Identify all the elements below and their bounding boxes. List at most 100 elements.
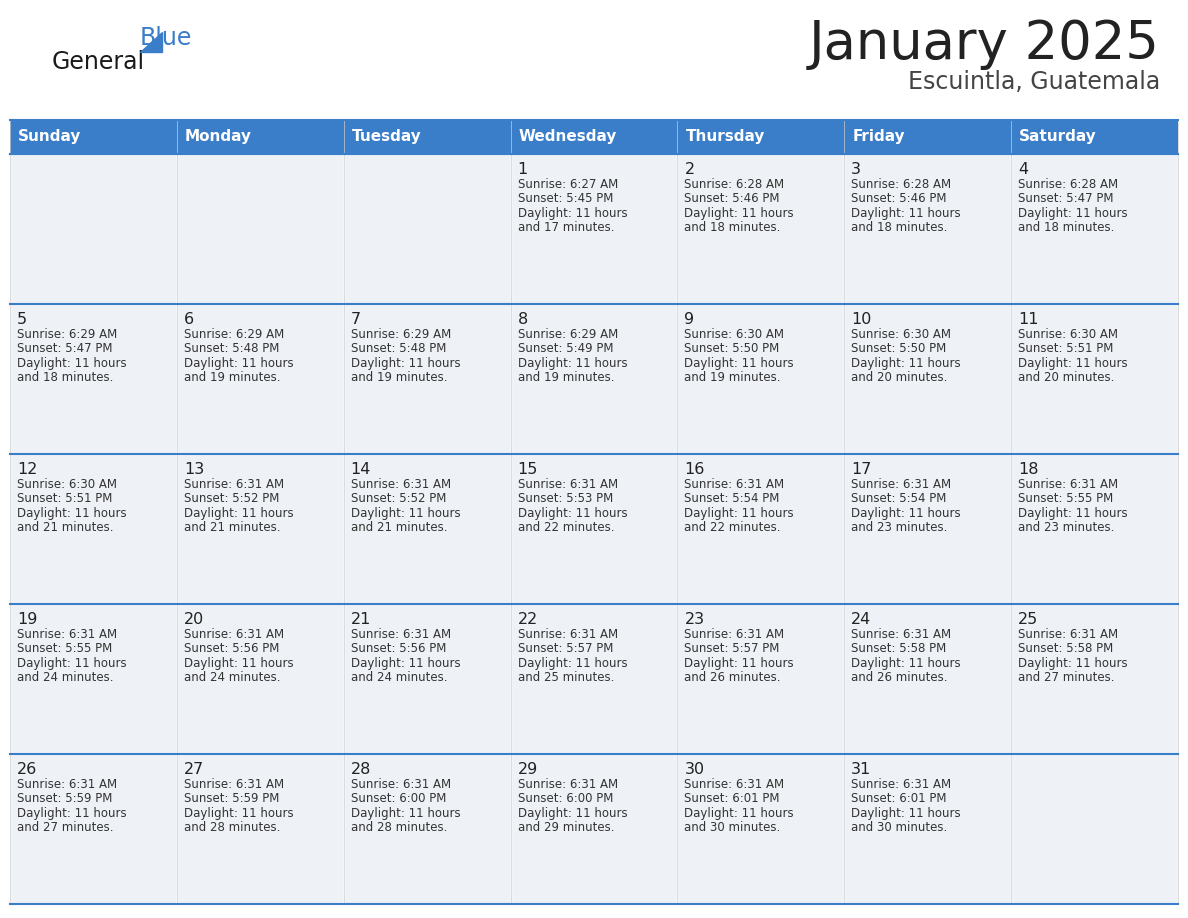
Text: 22: 22: [518, 612, 538, 627]
Text: Daylight: 11 hours: Daylight: 11 hours: [1018, 207, 1127, 219]
Text: Sunrise: 6:30 AM: Sunrise: 6:30 AM: [17, 477, 116, 490]
Bar: [845, 754, 1011, 904]
Bar: [343, 154, 511, 304]
Text: Sunset: 5:59 PM: Sunset: 5:59 PM: [184, 792, 279, 805]
Text: Sunset: 6:01 PM: Sunset: 6:01 PM: [852, 792, 947, 805]
Text: 24: 24: [852, 612, 872, 627]
Text: Saturday: Saturday: [1019, 129, 1097, 144]
Bar: [511, 304, 677, 454]
Text: and 18 minutes.: and 18 minutes.: [852, 221, 948, 234]
Text: and 26 minutes.: and 26 minutes.: [684, 671, 781, 684]
Text: January 2025: January 2025: [809, 18, 1159, 70]
Text: Sunrise: 6:31 AM: Sunrise: 6:31 AM: [518, 477, 618, 490]
Bar: [845, 120, 1011, 154]
Text: 1: 1: [518, 162, 527, 177]
Text: Sunset: 5:46 PM: Sunset: 5:46 PM: [684, 192, 781, 205]
Bar: [10, 304, 177, 454]
Text: Daylight: 11 hours: Daylight: 11 hours: [350, 356, 460, 370]
Text: Daylight: 11 hours: Daylight: 11 hours: [17, 807, 127, 820]
Text: Daylight: 11 hours: Daylight: 11 hours: [350, 807, 460, 820]
Text: 16: 16: [684, 462, 704, 477]
Text: Daylight: 11 hours: Daylight: 11 hours: [852, 356, 961, 370]
Bar: [677, 304, 845, 454]
Text: Sunset: 5:51 PM: Sunset: 5:51 PM: [17, 492, 113, 505]
Text: Daylight: 11 hours: Daylight: 11 hours: [184, 656, 293, 669]
Text: Sunrise: 6:31 AM: Sunrise: 6:31 AM: [518, 628, 618, 641]
Text: Sunrise: 6:31 AM: Sunrise: 6:31 AM: [852, 778, 952, 790]
Text: Daylight: 11 hours: Daylight: 11 hours: [350, 507, 460, 520]
Text: Sunrise: 6:31 AM: Sunrise: 6:31 AM: [350, 628, 450, 641]
Text: and 27 minutes.: and 27 minutes.: [17, 821, 114, 834]
Text: Sunset: 5:50 PM: Sunset: 5:50 PM: [684, 342, 779, 355]
Text: and 24 minutes.: and 24 minutes.: [184, 671, 280, 684]
Text: Sunset: 5:47 PM: Sunset: 5:47 PM: [1018, 192, 1113, 205]
Text: Daylight: 11 hours: Daylight: 11 hours: [684, 207, 794, 219]
Text: and 28 minutes.: and 28 minutes.: [184, 821, 280, 834]
Text: Sunrise: 6:30 AM: Sunrise: 6:30 AM: [684, 328, 784, 341]
Bar: [1011, 120, 1178, 154]
Text: 18: 18: [1018, 462, 1038, 477]
Text: Thursday: Thursday: [685, 129, 765, 144]
Bar: [511, 120, 677, 154]
Text: Daylight: 11 hours: Daylight: 11 hours: [1018, 356, 1127, 370]
Text: and 20 minutes.: and 20 minutes.: [852, 371, 948, 384]
Text: Sunset: 5:55 PM: Sunset: 5:55 PM: [17, 642, 112, 655]
Text: and 27 minutes.: and 27 minutes.: [1018, 671, 1114, 684]
Text: Daylight: 11 hours: Daylight: 11 hours: [684, 507, 794, 520]
Text: and 21 minutes.: and 21 minutes.: [350, 521, 447, 534]
Text: and 23 minutes.: and 23 minutes.: [1018, 521, 1114, 534]
Text: Sunrise: 6:29 AM: Sunrise: 6:29 AM: [518, 328, 618, 341]
Text: Sunrise: 6:31 AM: Sunrise: 6:31 AM: [518, 778, 618, 790]
Text: and 19 minutes.: and 19 minutes.: [350, 371, 447, 384]
Bar: [511, 604, 677, 754]
Bar: [1011, 454, 1178, 604]
Text: Sunset: 5:52 PM: Sunset: 5:52 PM: [350, 492, 446, 505]
Bar: [177, 304, 343, 454]
Text: Sunrise: 6:31 AM: Sunrise: 6:31 AM: [684, 628, 784, 641]
Text: Daylight: 11 hours: Daylight: 11 hours: [518, 807, 627, 820]
Text: Sunrise: 6:30 AM: Sunrise: 6:30 AM: [1018, 328, 1118, 341]
Polygon shape: [140, 32, 162, 52]
Bar: [343, 604, 511, 754]
Text: 31: 31: [852, 762, 872, 777]
Bar: [177, 120, 343, 154]
Text: Sunrise: 6:28 AM: Sunrise: 6:28 AM: [852, 177, 952, 191]
Text: Daylight: 11 hours: Daylight: 11 hours: [184, 356, 293, 370]
Text: 30: 30: [684, 762, 704, 777]
Text: and 21 minutes.: and 21 minutes.: [184, 521, 280, 534]
Text: and 30 minutes.: and 30 minutes.: [852, 821, 948, 834]
Text: Sunrise: 6:31 AM: Sunrise: 6:31 AM: [350, 778, 450, 790]
Text: Sunset: 5:58 PM: Sunset: 5:58 PM: [852, 642, 947, 655]
Bar: [177, 754, 343, 904]
Text: Daylight: 11 hours: Daylight: 11 hours: [684, 356, 794, 370]
Text: Daylight: 11 hours: Daylight: 11 hours: [518, 207, 627, 219]
Text: Daylight: 11 hours: Daylight: 11 hours: [184, 807, 293, 820]
Text: Sunrise: 6:31 AM: Sunrise: 6:31 AM: [1018, 477, 1118, 490]
Text: Sunset: 5:52 PM: Sunset: 5:52 PM: [184, 492, 279, 505]
Text: and 24 minutes.: and 24 minutes.: [350, 671, 447, 684]
Text: Tuesday: Tuesday: [352, 129, 422, 144]
Text: Sunset: 5:46 PM: Sunset: 5:46 PM: [852, 192, 947, 205]
Text: Daylight: 11 hours: Daylight: 11 hours: [518, 507, 627, 520]
Text: 13: 13: [184, 462, 204, 477]
Text: Sunrise: 6:31 AM: Sunrise: 6:31 AM: [684, 778, 784, 790]
Bar: [845, 154, 1011, 304]
Text: Sunrise: 6:31 AM: Sunrise: 6:31 AM: [184, 778, 284, 790]
Bar: [677, 120, 845, 154]
Text: 9: 9: [684, 312, 695, 327]
Text: Sunset: 6:00 PM: Sunset: 6:00 PM: [350, 792, 446, 805]
Bar: [1011, 304, 1178, 454]
Text: and 20 minutes.: and 20 minutes.: [1018, 371, 1114, 384]
Text: and 29 minutes.: and 29 minutes.: [518, 821, 614, 834]
Text: and 26 minutes.: and 26 minutes.: [852, 671, 948, 684]
Text: Sunrise: 6:27 AM: Sunrise: 6:27 AM: [518, 177, 618, 191]
Text: 27: 27: [184, 762, 204, 777]
Text: Daylight: 11 hours: Daylight: 11 hours: [684, 656, 794, 669]
Text: 21: 21: [350, 612, 371, 627]
Text: and 18 minutes.: and 18 minutes.: [1018, 221, 1114, 234]
Text: 23: 23: [684, 612, 704, 627]
Text: Daylight: 11 hours: Daylight: 11 hours: [17, 656, 127, 669]
Text: Sunrise: 6:31 AM: Sunrise: 6:31 AM: [852, 628, 952, 641]
Text: Daylight: 11 hours: Daylight: 11 hours: [684, 807, 794, 820]
Text: Sunset: 5:51 PM: Sunset: 5:51 PM: [1018, 342, 1113, 355]
